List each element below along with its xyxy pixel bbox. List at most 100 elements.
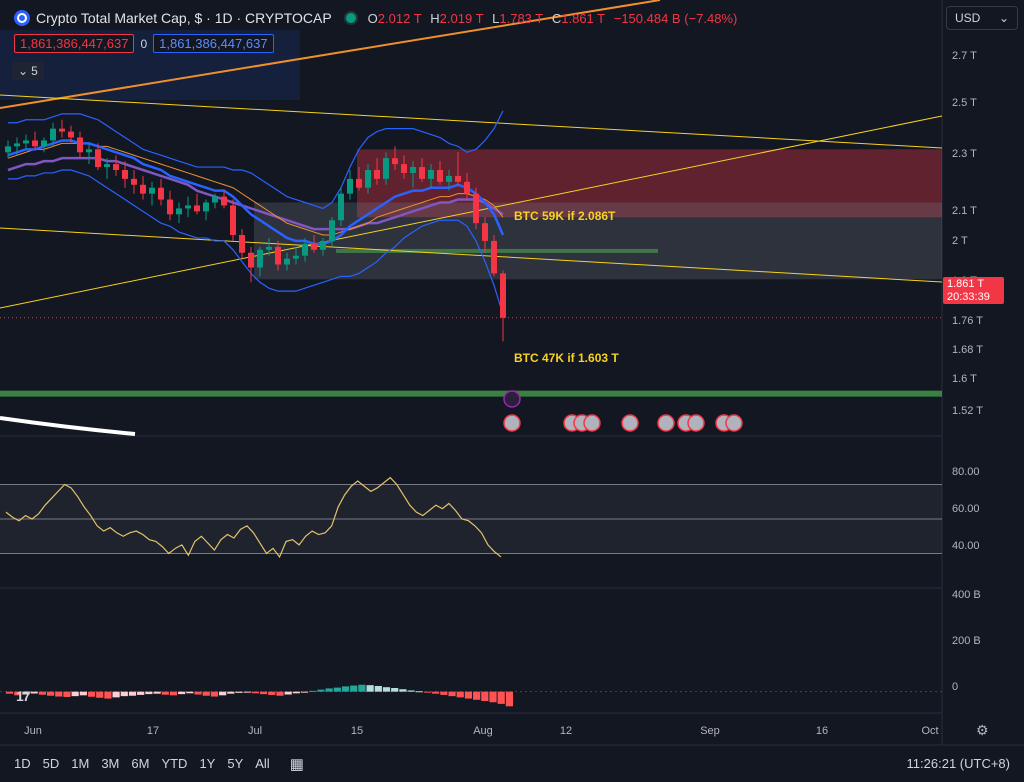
candle-body[interactable] <box>356 178 362 188</box>
candles[interactable] <box>5 119 506 342</box>
candle-body[interactable] <box>347 178 353 194</box>
candle-body[interactable] <box>167 199 173 215</box>
us-flag-event-icon[interactable] <box>503 414 521 432</box>
timeframe-1d[interactable]: 1D <box>14 756 31 771</box>
candle-body[interactable] <box>239 235 245 253</box>
rsi-line <box>5 476 502 559</box>
timeframe-all[interactable]: All <box>255 756 270 771</box>
symbol-title[interactable]: Crypto Total Market Cap, $ · 1D · CRYPTO… <box>36 10 332 26</box>
trendline-orange[interactable] <box>0 0 661 109</box>
candle-body[interactable] <box>320 240 326 250</box>
candle-body[interactable] <box>77 137 83 153</box>
trendline-yellow[interactable] <box>0 227 943 283</box>
candle-body[interactable] <box>32 140 38 147</box>
us-flag-event-icon[interactable] <box>687 414 705 432</box>
candle-body[interactable] <box>446 175 452 182</box>
candle-body[interactable] <box>176 208 182 215</box>
candle-body[interactable] <box>374 170 380 179</box>
candle-body[interactable] <box>365 170 371 188</box>
us-flag-event-icon[interactable] <box>583 414 601 432</box>
candle-body[interactable] <box>212 196 218 203</box>
gear-icon[interactable]: ⚙ <box>976 722 989 738</box>
buy-price-box[interactable]: 1,861,386,447,637 <box>153 34 274 53</box>
timeframe-1m[interactable]: 1M <box>71 756 90 771</box>
price-axis-tick: 1.6 T <box>952 373 977 385</box>
candle-body[interactable] <box>140 184 146 194</box>
candle-body[interactable] <box>383 158 389 179</box>
us-flag-event-icon[interactable] <box>725 414 743 432</box>
annotation-lower[interactable]: BTC 47K if 1.603 T <box>514 351 619 365</box>
candle-body[interactable] <box>68 131 74 138</box>
timeframe-5d[interactable]: 5D <box>42 756 60 771</box>
candle-body[interactable] <box>410 167 416 173</box>
candle-body[interactable] <box>122 170 128 179</box>
candle-body[interactable] <box>149 187 155 194</box>
candle-body[interactable] <box>293 255 299 259</box>
timeframe-5y[interactable]: 5Y <box>227 756 244 771</box>
candle-body[interactable] <box>41 140 47 147</box>
macd-histogram-bar <box>333 687 341 692</box>
candle-body[interactable] <box>50 128 56 141</box>
candle-body[interactable] <box>230 205 236 235</box>
sell-price-box[interactable]: 1,861,386,447,637 <box>14 34 135 53</box>
candle-body[interactable] <box>113 164 119 170</box>
macd-histogram-bar <box>6 691 14 694</box>
calendar-range-icon[interactable]: ▦ <box>289 755 304 773</box>
candle-body[interactable] <box>257 249 263 268</box>
candle-body[interactable] <box>311 243 317 250</box>
candle-body[interactable] <box>86 149 92 153</box>
trendline-yellow[interactable] <box>0 94 943 149</box>
macd-histogram-bar <box>317 689 325 692</box>
candle-body[interactable] <box>194 205 200 212</box>
us-flag-event-icon[interactable] <box>657 414 675 432</box>
candle-body[interactable] <box>104 164 110 168</box>
tradingview-logo-icon[interactable]: 17 <box>16 688 31 704</box>
candle-body[interactable] <box>275 246 281 265</box>
spread-value: 0 <box>140 36 148 51</box>
candle-body[interactable] <box>482 223 488 241</box>
currency-select[interactable]: USD ⌄ <box>946 6 1018 30</box>
timeframe-6m[interactable]: 6M <box>131 756 150 771</box>
candle-body[interactable] <box>95 149 101 168</box>
candle-body[interactable] <box>392 158 398 165</box>
candle-body[interactable] <box>491 240 497 274</box>
annotation-upper[interactable]: BTC 59K if 2.086T <box>514 209 616 223</box>
resistance-zone[interactable] <box>357 149 942 218</box>
candle-body[interactable] <box>338 193 344 221</box>
candle-body[interactable] <box>329 220 335 241</box>
candle-body[interactable] <box>401 164 407 173</box>
candle-body[interactable] <box>221 196 227 206</box>
candle-body[interactable] <box>428 170 434 179</box>
candle-body[interactable] <box>302 243 308 256</box>
macd-histogram-bar <box>464 691 473 699</box>
candle-body[interactable] <box>266 246 272 250</box>
candle-body[interactable] <box>131 178 137 185</box>
candle-body[interactable] <box>248 252 254 268</box>
indicator-legend-toggle[interactable]: ⌄ 5 <box>12 62 44 80</box>
candle-body[interactable] <box>185 205 191 209</box>
us-flag-event-icon[interactable] <box>621 414 639 432</box>
candle-body[interactable] <box>5 146 11 153</box>
candle-body[interactable] <box>464 181 470 194</box>
candle-body[interactable] <box>284 258 290 265</box>
clock[interactable]: 11:26:21 (UTC+8) <box>906 756 1010 771</box>
candle-body[interactable] <box>473 193 479 224</box>
trendline-yellow[interactable] <box>0 115 943 309</box>
timeframe-ytd[interactable]: YTD <box>161 756 188 771</box>
timeframe-3m[interactable]: 3M <box>101 756 120 771</box>
candle-body[interactable] <box>23 140 29 144</box>
lightning-event-icon[interactable] <box>503 390 521 408</box>
candle-body[interactable] <box>419 167 425 179</box>
candle-body[interactable] <box>455 175 461 182</box>
level-line-lower[interactable] <box>0 390 942 397</box>
candle-body[interactable] <box>14 143 20 147</box>
candle-body[interactable] <box>203 202 209 212</box>
candle-body[interactable] <box>500 273 506 318</box>
visibility-icon[interactable] <box>345 13 356 23</box>
macd-histogram-bar <box>309 690 317 692</box>
candle-body[interactable] <box>437 170 443 182</box>
candle-body[interactable] <box>158 187 164 200</box>
candle-body[interactable] <box>59 128 65 132</box>
timeframe-1y[interactable]: 1Y <box>199 756 216 771</box>
